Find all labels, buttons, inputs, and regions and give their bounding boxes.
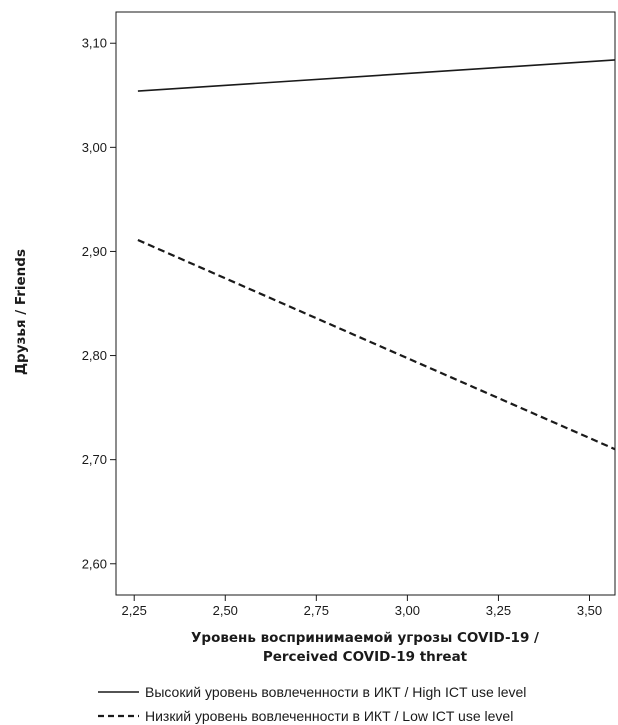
series-layer	[137, 59, 616, 451]
y-tick-label: 2,70	[82, 452, 107, 467]
y-tick-label: 2,80	[82, 348, 107, 363]
y-axis: 2,60 2,70 2,80 2,90 3,00 3,10	[82, 36, 116, 571]
legend-label-high-ict: Высокий уровень вовлеченности в ИКТ / Hi…	[145, 684, 526, 700]
x-axis-title-line-2: Perceived COVID-19 threat	[263, 649, 468, 665]
y-axis-title: Друзья / Friends	[13, 249, 29, 375]
x-tick-label: 2,75	[304, 603, 329, 618]
legend: Высокий уровень вовлеченности в ИКТ / Hi…	[98, 684, 526, 724]
x-tick-label: 3,50	[577, 603, 602, 618]
series-line-high-ict	[137, 59, 616, 92]
legend-label-low-ict: Низкий уровень вовлеченности в ИКТ / Low…	[145, 708, 513, 724]
x-tick-label: 2,50	[213, 603, 238, 618]
y-tick-label: 2,90	[82, 244, 107, 259]
x-tick-label: 3,00	[395, 603, 420, 618]
y-tick-label: 3,10	[82, 36, 107, 51]
plot-area-frame	[115, 11, 616, 596]
y-tick-label: 3,00	[82, 140, 107, 155]
x-axis: 2,25 2,50 2,75 3,00 3,25 3,50	[122, 595, 602, 618]
x-tick-label: 3,25	[486, 603, 511, 618]
x-axis-title-line-1: Уровень воспринимаемой угрозы COVID-19 /	[191, 630, 539, 646]
x-tick-label: 2,25	[122, 603, 147, 618]
series-line-low-ict	[137, 238, 616, 451]
y-tick-label: 2,60	[82, 556, 107, 571]
